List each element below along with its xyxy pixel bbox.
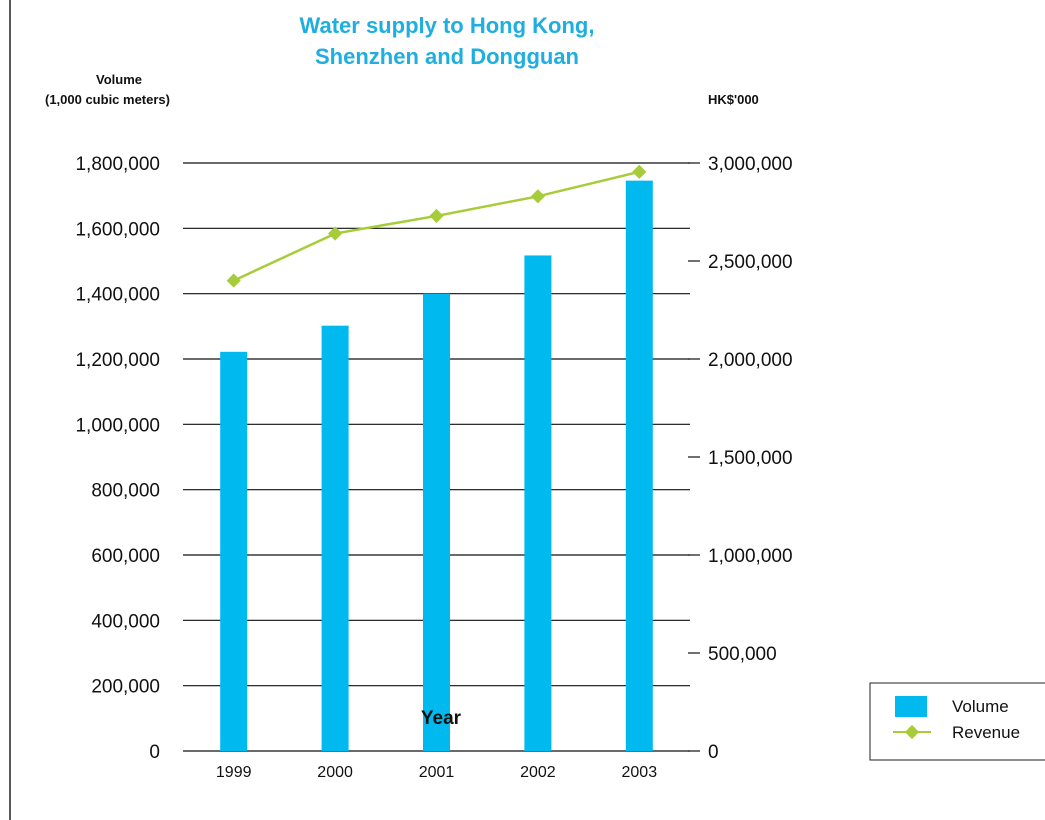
- left-tick-label: 600,000: [91, 546, 160, 567]
- x-axis-title: Year: [421, 708, 462, 729]
- volume-bar: [524, 255, 552, 752]
- volume-bar: [423, 293, 450, 751]
- revenue-point: [226, 273, 241, 288]
- left-tick-label: 1,000,000: [75, 415, 160, 436]
- x-category-label: 2001: [419, 764, 455, 781]
- revenue-line-path: [233, 170, 640, 282]
- revenue-point: [429, 208, 444, 223]
- x-category-label: 2003: [622, 764, 658, 781]
- revenue-point: [328, 226, 343, 241]
- left-tick-label: 1,400,000: [75, 285, 160, 306]
- volume-bars: [220, 180, 653, 752]
- right-tick-label: 2,000,000: [708, 350, 793, 371]
- chart-title-line-2: Shenzhen and Dongguan: [315, 44, 579, 69]
- left-tick-label: 0: [149, 742, 160, 763]
- left-tick-label: 1,800,000: [75, 154, 160, 175]
- left-tick-label: 800,000: [91, 481, 160, 502]
- chart-title-line-1: Water supply to Hong Kong,: [300, 13, 595, 38]
- left-axis-title-line-1: Volume: [96, 72, 142, 87]
- legend-revenue-marker: [904, 724, 920, 740]
- left-axis-ticks: 0 200,000 400,000 600,000 800,000 1,000,000 1,…: [75, 154, 160, 763]
- legend-revenue-label: Revenue: [952, 723, 1020, 742]
- volume-bar: [321, 325, 349, 751]
- legend-box: [869, 682, 1045, 761]
- legend-volume-swatch: [895, 696, 927, 717]
- x-category-label: 2002: [520, 764, 556, 781]
- left-axis-title-line-2: (1,000 cubic meters): [45, 92, 170, 107]
- right-tick-label: 2,500,000: [708, 252, 793, 273]
- left-tick-label: 400,000: [91, 611, 160, 632]
- right-tick-label: 1,500,000: [708, 448, 793, 469]
- right-tick-label: 0: [708, 742, 719, 763]
- right-tick-label: 500,000: [708, 644, 777, 665]
- legend-volume-label: Volume: [952, 697, 1009, 716]
- revenue-point: [530, 189, 545, 204]
- right-axis-ticks: 0 500,000 1,000,000 1,500,000 2,000,000 2,500…: [688, 154, 793, 763]
- left-tick-label: 1,200,000: [75, 350, 160, 371]
- legend: Volume Revenue: [869, 682, 1045, 761]
- right-tick-label: 1,000,000: [708, 546, 793, 567]
- left-tick-label: 1,600,000: [75, 219, 160, 240]
- right-axis-title: HK$'000: [708, 92, 759, 107]
- revenue-point: [632, 164, 647, 179]
- x-axis-categories: 1999 2000 2001 2002 2003: [216, 764, 657, 781]
- right-tick-label: 3,000,000: [708, 154, 793, 175]
- left-tick-label: 200,000: [91, 677, 160, 698]
- revenue-line: [226, 164, 647, 288]
- volume-bar: [625, 180, 653, 751]
- x-category-label: 2000: [317, 764, 353, 781]
- volume-bar: [220, 351, 248, 751]
- x-category-label: 1999: [216, 764, 252, 781]
